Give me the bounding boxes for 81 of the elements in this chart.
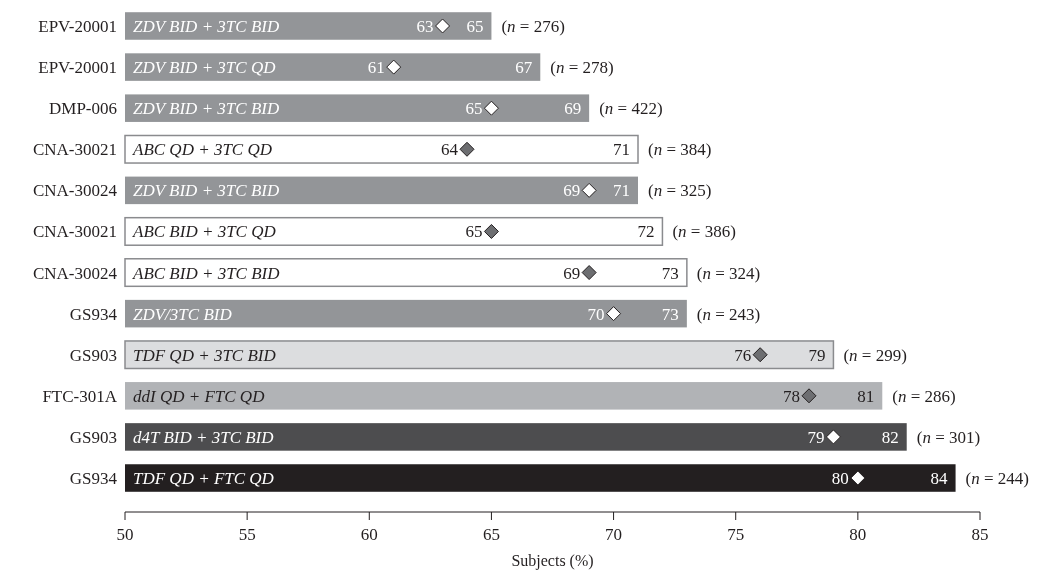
data-label: 70	[587, 304, 605, 324]
data-label: 61	[367, 58, 385, 78]
y-tick-label: CNA-30024	[32, 263, 118, 283]
annotation: TDF QD + 3TC BID	[133, 345, 277, 365]
annotation: (n = 286)	[892, 386, 956, 406]
data-label: 65	[465, 99, 483, 119]
y-tick-label: CNA-30021	[32, 140, 117, 160]
annotation: (n = 301)	[916, 427, 981, 447]
y-tick-label: EPV-20001	[38, 16, 117, 36]
annotation: (n = 244)	[965, 469, 1030, 489]
point	[483, 223, 499, 239]
annotation: (n = 422)	[599, 99, 663, 119]
annotation: (n = 386)	[672, 222, 736, 242]
annotation: (n = 325)	[648, 181, 712, 201]
point	[459, 141, 475, 157]
data-label: 72	[637, 222, 655, 242]
annotation: (n = 276)	[501, 16, 565, 36]
data-label: 69	[564, 99, 582, 119]
annotation: ZDV BID + 3TC BID	[133, 16, 280, 36]
y-tick-label: GS903	[69, 345, 117, 365]
data-label: 81	[857, 386, 875, 406]
annotation: ddI QD + FTC QD	[133, 386, 266, 406]
point	[752, 347, 768, 363]
data-label: 65	[465, 222, 483, 242]
x-tick-label: 60	[360, 525, 378, 544]
point	[435, 18, 451, 34]
x-tick-label: 75	[727, 525, 745, 544]
y-tick-label: GS903	[69, 427, 117, 447]
data-label: 73	[661, 304, 679, 324]
point	[606, 306, 622, 322]
x-tick-label: 50	[116, 525, 134, 544]
data-label: 80	[831, 469, 849, 489]
annotation: ZDV/3TC BID	[133, 304, 233, 324]
y-tick-label: CNA-30024	[32, 181, 118, 201]
annotation: ZDV BID + 3TC BID	[133, 99, 280, 119]
data-label: 69	[563, 263, 581, 283]
x-tick-label: 55	[238, 525, 256, 544]
x-tick-label: 70	[605, 525, 623, 544]
data-label: 76	[734, 345, 752, 365]
x-tick-label: 65	[482, 525, 500, 544]
annotation: (n = 278)	[550, 58, 614, 78]
y-tick-label: DMP-006	[48, 99, 117, 119]
data-label: 69	[563, 181, 581, 201]
point	[581, 265, 597, 281]
data-label: 78	[783, 386, 800, 406]
annotation: ZDV BID + 3TC BID	[133, 181, 280, 201]
data-label: 71	[613, 140, 630, 160]
annotation: d4T BID + 3TC BID	[133, 427, 275, 447]
x-tick-label: 85	[971, 525, 989, 544]
data-label: 82	[881, 427, 899, 447]
data-label: 63	[416, 16, 434, 36]
annotation: (n = 324)	[696, 263, 761, 283]
point	[850, 470, 866, 486]
data-label: 67	[515, 58, 533, 78]
data-label: 73	[661, 263, 679, 283]
data-label: 79	[807, 427, 825, 447]
data-label: 71	[613, 181, 630, 201]
data-label: 84	[930, 469, 949, 489]
annotation: ABC QD + 3TC QD	[132, 140, 273, 160]
annotation: ABC BID + 3TC BID	[132, 263, 281, 283]
y-tick-label: FTC-301A	[42, 386, 118, 406]
annotation: (n = 384)	[648, 140, 712, 160]
annotation: ABC BID + 3TC QD	[132, 222, 277, 242]
y-tick-label: CNA-30021	[32, 222, 117, 242]
point	[581, 182, 597, 198]
data-label: 64	[441, 140, 459, 160]
y-tick-label: GS934	[69, 304, 118, 324]
y-tick-label: GS934	[69, 469, 118, 489]
x-axis-title: Subjects (%)	[511, 552, 594, 570]
annotation: TDF QD + FTC QD	[133, 469, 275, 489]
data-label: 79	[808, 345, 826, 365]
annotation: (n = 299)	[843, 345, 907, 365]
point	[483, 100, 499, 116]
point	[386, 59, 402, 75]
data-label: 65	[466, 16, 484, 36]
y-tick-label: EPV-20001	[38, 58, 117, 78]
point	[825, 429, 841, 445]
annotation: ZDV BID + 3TC QD	[133, 58, 277, 78]
point	[801, 388, 817, 404]
annotation: (n = 243)	[696, 304, 761, 324]
x-tick-label: 80	[849, 525, 867, 544]
